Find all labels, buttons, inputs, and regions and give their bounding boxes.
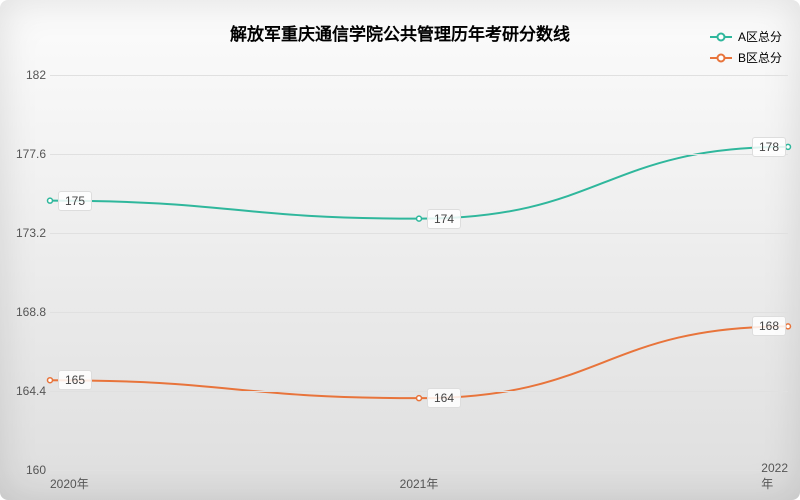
y-tick-label: 160: [8, 463, 46, 477]
point-label: 164: [427, 388, 461, 408]
gridline: [50, 75, 788, 76]
gridline: [50, 312, 788, 313]
x-tick-label: 2020年: [50, 475, 89, 492]
point-label: 175: [58, 191, 92, 211]
plot-area: 160164.4168.8173.2177.61822020年2021年2022…: [50, 75, 788, 470]
series-marker: [417, 216, 422, 221]
x-tick-label: 2021年: [400, 475, 439, 492]
gridline: [50, 391, 788, 392]
point-label: 178: [752, 137, 786, 157]
gridline: [50, 470, 788, 471]
series-line: [50, 147, 788, 219]
legend-item-b: B区总分: [710, 49, 782, 66]
chart-legend: A区总分 B区总分: [710, 28, 782, 70]
chart-title: 解放军重庆通信学院公共管理历年考研分数线: [230, 20, 570, 45]
chart-container: 解放军重庆通信学院公共管理历年考研分数线 A区总分 B区总分 160164.41…: [0, 0, 800, 500]
x-tick-label: 2022年: [761, 461, 788, 492]
y-tick-label: 173.2: [8, 226, 46, 240]
point-label: 174: [427, 209, 461, 229]
legend-item-a: A区总分: [710, 28, 782, 45]
point-label: 165: [58, 370, 92, 390]
point-label: 168: [752, 316, 786, 336]
y-tick-label: 168.8: [8, 305, 46, 319]
gridline: [50, 154, 788, 155]
series-marker: [417, 396, 422, 401]
legend-swatch-a: [710, 36, 732, 38]
legend-label-b: B区总分: [738, 49, 782, 66]
series-marker: [48, 378, 53, 383]
gridline: [50, 233, 788, 234]
y-tick-label: 182: [8, 68, 46, 82]
y-tick-label: 164.4: [8, 384, 46, 398]
series-marker: [786, 144, 791, 149]
series-marker: [786, 324, 791, 329]
series-marker: [48, 198, 53, 203]
chart-svg: [50, 75, 788, 470]
y-tick-label: 177.6: [8, 147, 46, 161]
series-line: [50, 326, 788, 398]
legend-label-a: A区总分: [738, 28, 782, 45]
legend-swatch-b: [710, 57, 732, 59]
